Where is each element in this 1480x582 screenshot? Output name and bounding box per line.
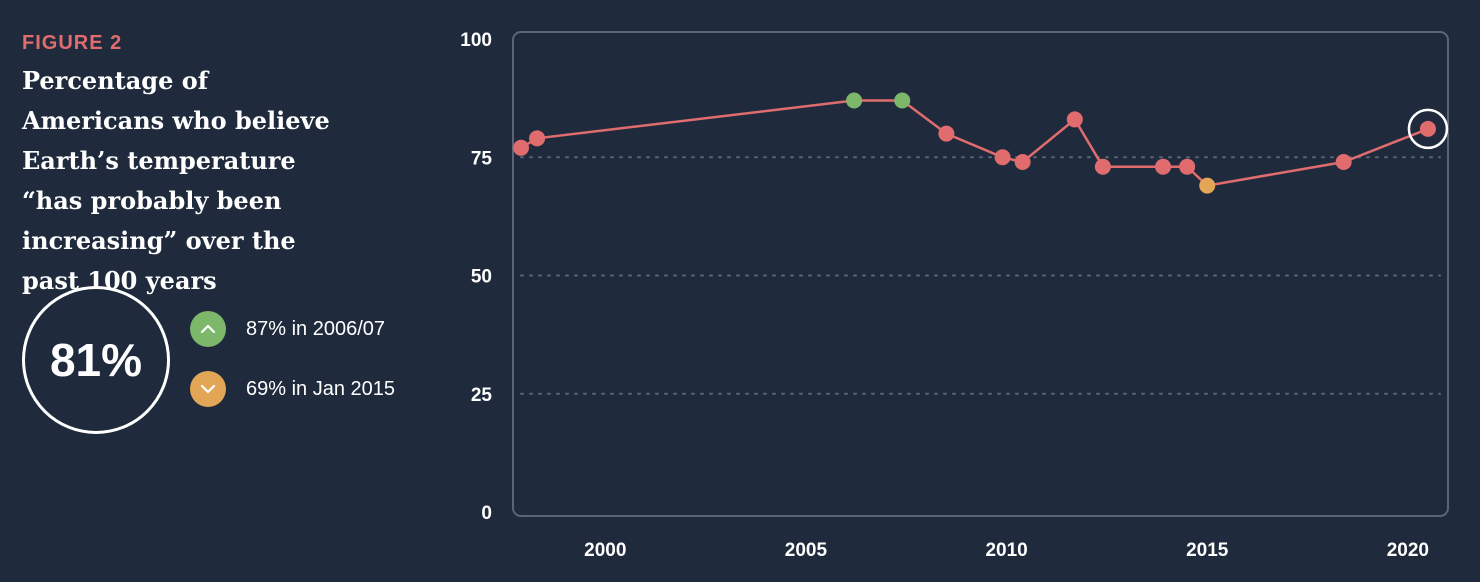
y-tick-label: 100 bbox=[460, 30, 492, 51]
y-tick-label: 75 bbox=[471, 148, 493, 169]
stat-low-text: 69% in Jan 2015 bbox=[246, 377, 396, 400]
figure-label: FIGURE 2 bbox=[22, 32, 123, 54]
line-chart: 0 25 50 75 100 2000 2005 2010 2015 2020 bbox=[460, 30, 1449, 561]
y-tick-label: 0 bbox=[481, 503, 492, 524]
data-point bbox=[1179, 158, 1196, 175]
data-point bbox=[1419, 120, 1436, 137]
y-tick-labels: 0 25 50 75 100 bbox=[460, 30, 492, 524]
y-tick-label: 25 bbox=[471, 385, 493, 406]
x-tick-labels: 2000 2005 2010 2015 2020 bbox=[584, 540, 1429, 561]
chevron-up-icon bbox=[190, 311, 226, 347]
data-point bbox=[1066, 111, 1083, 128]
highlight-value: 81% bbox=[49, 334, 143, 386]
chevron-down-icon bbox=[190, 371, 226, 407]
stat-high-text: 87% in 2006/07 bbox=[246, 317, 386, 340]
data-point bbox=[1199, 177, 1216, 194]
gridlines bbox=[520, 156, 1441, 395]
data-point bbox=[1335, 153, 1352, 170]
stat-high: 87% in 2006/07 bbox=[190, 311, 385, 347]
series-line bbox=[520, 99, 1429, 187]
data-point bbox=[1014, 153, 1031, 170]
data-point bbox=[513, 139, 530, 156]
latest-point-ring bbox=[1407, 108, 1449, 150]
x-tick-label: 2005 bbox=[785, 540, 828, 561]
data-point bbox=[846, 92, 863, 109]
data-points bbox=[513, 92, 1449, 194]
x-tick-label: 2020 bbox=[1387, 540, 1429, 561]
data-point bbox=[894, 92, 911, 109]
data-point bbox=[1094, 158, 1111, 175]
x-tick-label: 2010 bbox=[985, 540, 1027, 561]
y-tick-label: 50 bbox=[471, 267, 492, 288]
data-point bbox=[1155, 158, 1172, 175]
data-point bbox=[994, 149, 1011, 166]
highlight-circle: 81% bbox=[22, 286, 170, 434]
chart-title: Percentage of Americans who believe Eart… bbox=[22, 66, 330, 295]
stat-low: 69% in Jan 2015 bbox=[190, 371, 395, 407]
data-point bbox=[529, 130, 546, 147]
x-tick-label: 2015 bbox=[1186, 540, 1229, 561]
left-panel: FIGURE 2 Percentage of Americans who bel… bbox=[22, 30, 422, 434]
plot-frame bbox=[512, 31, 1449, 517]
x-tick-label: 2000 bbox=[584, 540, 626, 561]
data-point bbox=[938, 125, 955, 142]
